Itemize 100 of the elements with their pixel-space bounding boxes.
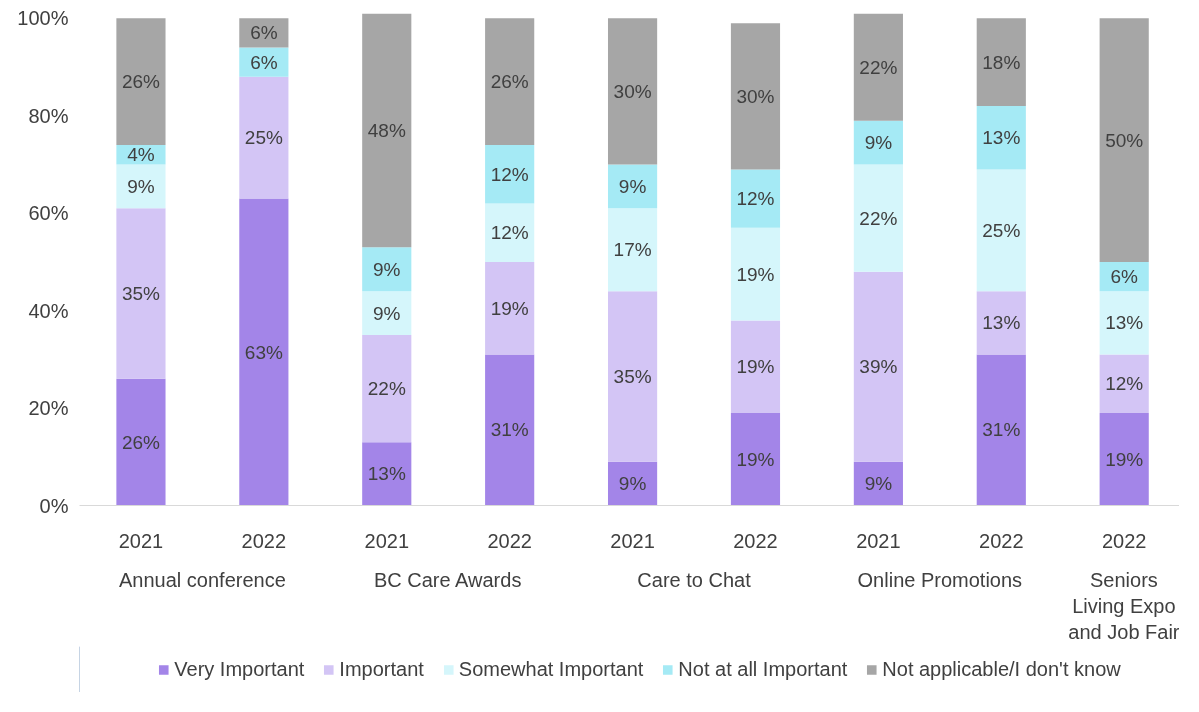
data-label: 13% [982,312,1021,334]
data-label: 9% [127,175,155,197]
data-label: 35% [613,365,652,387]
y-tick-label: 40% [28,299,69,322]
data-label: 9% [373,302,401,324]
y-tick-label: 60% [28,202,69,225]
x-tick-label: 2022 [487,529,532,552]
y-tick-label: 100% [17,7,69,30]
x-tick-label: 2021 [856,529,901,552]
bar [362,247,412,292]
data-label: 50% [1105,129,1144,151]
data-label: 31% [490,419,529,441]
data-label: 18% [982,51,1021,73]
bar [853,164,903,272]
x-tick-label: 2022 [979,529,1024,552]
bar [362,442,412,506]
bar [1099,354,1149,413]
bar [116,164,166,209]
bar [485,203,535,262]
data-label: 9% [373,258,401,280]
bar [976,354,1026,506]
bar [730,169,781,228]
bar [239,76,289,199]
data-label: 13% [1105,312,1144,334]
data-label: 9% [864,473,893,495]
data-label: 19% [490,297,529,319]
data-label: 19% [1105,448,1144,470]
data-label: 22% [859,56,898,78]
bar [485,261,535,355]
data-label: 19% [736,448,775,470]
data-label: 26% [490,71,529,93]
text: BC Care Awards [373,568,522,591]
text: Care to Chat [637,568,752,591]
x-tick-label: 2021 [118,529,164,552]
data-label: 63% [244,341,283,363]
text: Seniors Living Expo and Job Fair [1068,568,1180,644]
bar [607,208,658,292]
y-tick-label: 0% [39,494,69,517]
bar [485,354,535,506]
data-label: 9% [618,175,647,197]
legend-label: Somewhat Important [458,657,644,681]
bar [239,198,289,506]
bar [485,145,535,204]
bar [853,271,903,462]
data-label: 9% [864,132,893,154]
bar [730,320,781,413]
legend-label: Not applicable/I don't know [882,657,1121,681]
data-label: 19% [736,263,775,285]
bar [116,208,166,379]
data-label: 12% [490,222,529,244]
bar [976,291,1026,355]
y-tick-label: 20% [28,397,69,420]
data-label: 26% [121,71,161,93]
bar [362,291,412,335]
bar [976,106,1026,170]
bar [853,13,903,121]
data-label: 6% [250,22,278,44]
data-label: 4% [127,144,155,166]
data-label: 12% [490,163,529,185]
data-label: 25% [244,127,283,149]
bar [607,18,658,165]
bar [1099,18,1149,262]
data-label: 13% [367,463,406,485]
bar [116,378,166,506]
bar [730,412,781,506]
data-label: 30% [613,80,652,102]
bar [853,120,903,165]
bar [730,23,781,170]
data-label: 13% [982,127,1021,149]
bar [362,335,412,443]
data-label: 17% [613,239,652,261]
x-tick-label: 2022 [1101,529,1147,552]
bar [976,169,1026,292]
data-label: 26% [121,431,161,453]
data-label: 12% [736,188,775,210]
data-label: 22% [859,207,898,229]
data-label: 25% [982,219,1021,241]
data-label: 9% [618,473,647,495]
x-tick-label: 2022 [241,529,287,552]
data-label: 39% [859,356,898,378]
data-label: 19% [736,356,775,378]
data-label: 6% [250,51,278,73]
data-label: 35% [121,283,161,305]
legend-label: Very Important [174,657,305,681]
bar [116,18,166,146]
bar [1099,291,1149,355]
y-tick-label: 80% [28,104,69,127]
data-label: 48% [367,119,406,141]
data-label: 12% [1105,373,1144,395]
text: Online Promotions [857,568,1023,591]
legend-label: Important [339,657,424,681]
bar [607,291,658,462]
data-label: 6% [1110,266,1139,288]
x-tick-label: 2022 [733,529,778,552]
bar [1099,412,1149,506]
bar [976,18,1026,107]
text: Annual conference [119,568,286,591]
x-tick-label: 2021 [610,529,655,552]
data-label: 30% [736,85,775,107]
data-label: 31% [982,419,1021,441]
